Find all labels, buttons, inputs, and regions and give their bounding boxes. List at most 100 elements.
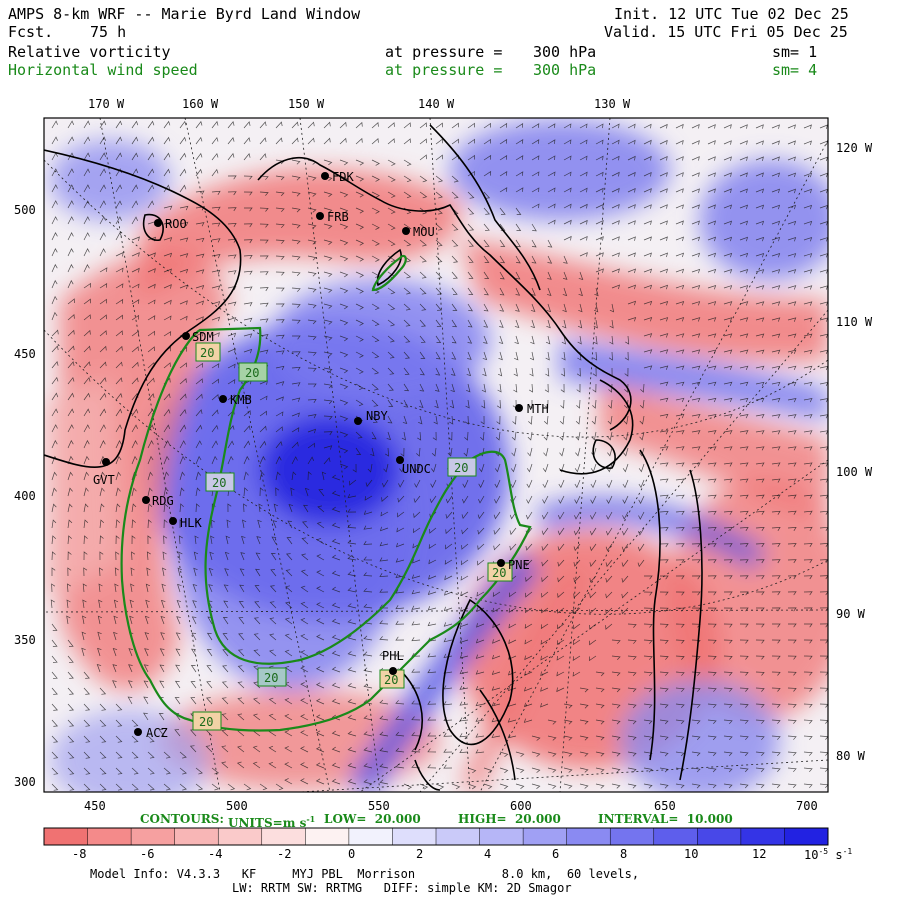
wind-barb — [480, 431, 485, 441]
wind-barb — [51, 583, 56, 593]
contour-label: 20 — [199, 715, 214, 729]
wind-barb — [691, 381, 701, 387]
wind-barb — [691, 284, 701, 290]
wind-barb — [67, 655, 74, 663]
wind-barb — [483, 138, 491, 145]
wind-barb — [331, 778, 341, 785]
wind-barb — [739, 687, 749, 692]
wind-barb — [755, 735, 765, 741]
wind-barb — [467, 154, 475, 161]
wind-barb — [739, 575, 749, 580]
wind-barb — [606, 479, 613, 489]
wind-barb — [51, 519, 57, 529]
wind-barb — [395, 715, 405, 721]
colorbar-swatch — [566, 828, 611, 845]
wind-barb — [206, 632, 213, 641]
wind-barb — [819, 559, 828, 564]
wind-barb — [562, 287, 568, 297]
wind-barb — [595, 252, 604, 257]
wind-barb — [275, 271, 285, 276]
wind-barb — [179, 237, 189, 242]
wind-barb — [51, 639, 58, 647]
wind-barb — [819, 783, 828, 789]
wind-barb — [268, 697, 277, 705]
wind-barb — [499, 122, 508, 129]
wind-barb — [467, 319, 473, 328]
forecast-hour: 75 h — [90, 23, 127, 41]
wind-barb — [211, 424, 219, 433]
wind-barb — [286, 537, 293, 545]
wind-barb — [179, 424, 187, 433]
wind-barb — [67, 248, 74, 257]
wind-barb — [771, 156, 780, 161]
wind-barb — [221, 713, 229, 721]
wind-barb — [787, 269, 797, 274]
wind-barb — [97, 647, 102, 657]
wind-barb — [211, 393, 219, 401]
wind-barb — [611, 236, 620, 241]
wind-barb — [638, 479, 645, 489]
wind-barb — [291, 137, 299, 145]
wind-barb — [611, 171, 620, 177]
wind-barb — [659, 719, 669, 725]
wind-barb — [787, 414, 797, 419]
wind-barb — [131, 719, 139, 727]
wind-barb — [691, 719, 701, 725]
wind-barb — [480, 415, 485, 425]
wind-barb — [483, 170, 492, 177]
wind-barb — [443, 748, 453, 753]
wind-barb — [755, 333, 765, 338]
colorbar-swatch — [131, 828, 176, 845]
wind-barb — [803, 236, 813, 242]
wind-barb — [491, 733, 501, 738]
wind-barb — [543, 415, 549, 425]
wind-barb — [739, 526, 749, 531]
wind-barb — [691, 268, 701, 274]
wind-barb — [147, 184, 155, 193]
wind-barb — [451, 223, 459, 231]
wind-barb — [379, 620, 389, 625]
wind-barb — [323, 335, 333, 341]
wind-barb — [739, 783, 749, 789]
wind-barb — [659, 767, 669, 773]
wind-barb — [99, 471, 106, 481]
wind-barb — [787, 494, 797, 499]
wind-barb — [483, 335, 488, 344]
wind-barb — [255, 568, 261, 577]
wind-barb — [178, 551, 183, 561]
wind-barb — [144, 632, 149, 641]
wind-barb — [435, 287, 443, 295]
field2-pressure-value: 300 hPa — [533, 61, 597, 79]
wind-barb — [83, 168, 90, 177]
wind-barb — [175, 664, 181, 673]
wind-barb — [307, 367, 317, 372]
wind-barb — [113, 615, 118, 625]
wind-barb — [355, 319, 364, 326]
colorbar-swatch — [784, 828, 829, 845]
wind-barb — [83, 424, 90, 433]
wind-barb — [755, 639, 765, 644]
wind-barb — [540, 639, 549, 645]
wind-barb — [147, 136, 155, 145]
wind-barb — [531, 751, 541, 757]
wind-barb — [395, 558, 405, 563]
wind-barb — [707, 430, 717, 435]
colorbar-swatch — [174, 828, 219, 845]
wind-barb — [243, 455, 250, 465]
wind-barb — [318, 489, 325, 497]
wind-barb — [83, 361, 91, 369]
wind-barb — [659, 478, 669, 483]
wind-barb — [419, 319, 427, 327]
wind-barb — [593, 319, 598, 329]
wind-barb — [621, 527, 629, 536]
wind-barb — [499, 271, 505, 280]
wind-barb — [163, 408, 171, 417]
wind-barb — [380, 511, 389, 517]
wind-barb — [723, 381, 733, 387]
wind-barb — [563, 171, 572, 177]
wind-barb — [451, 367, 456, 376]
wind-barb — [174, 680, 181, 689]
station-label: ROO — [165, 217, 187, 231]
wind-barb — [499, 767, 509, 774]
wind-barb — [547, 735, 557, 741]
